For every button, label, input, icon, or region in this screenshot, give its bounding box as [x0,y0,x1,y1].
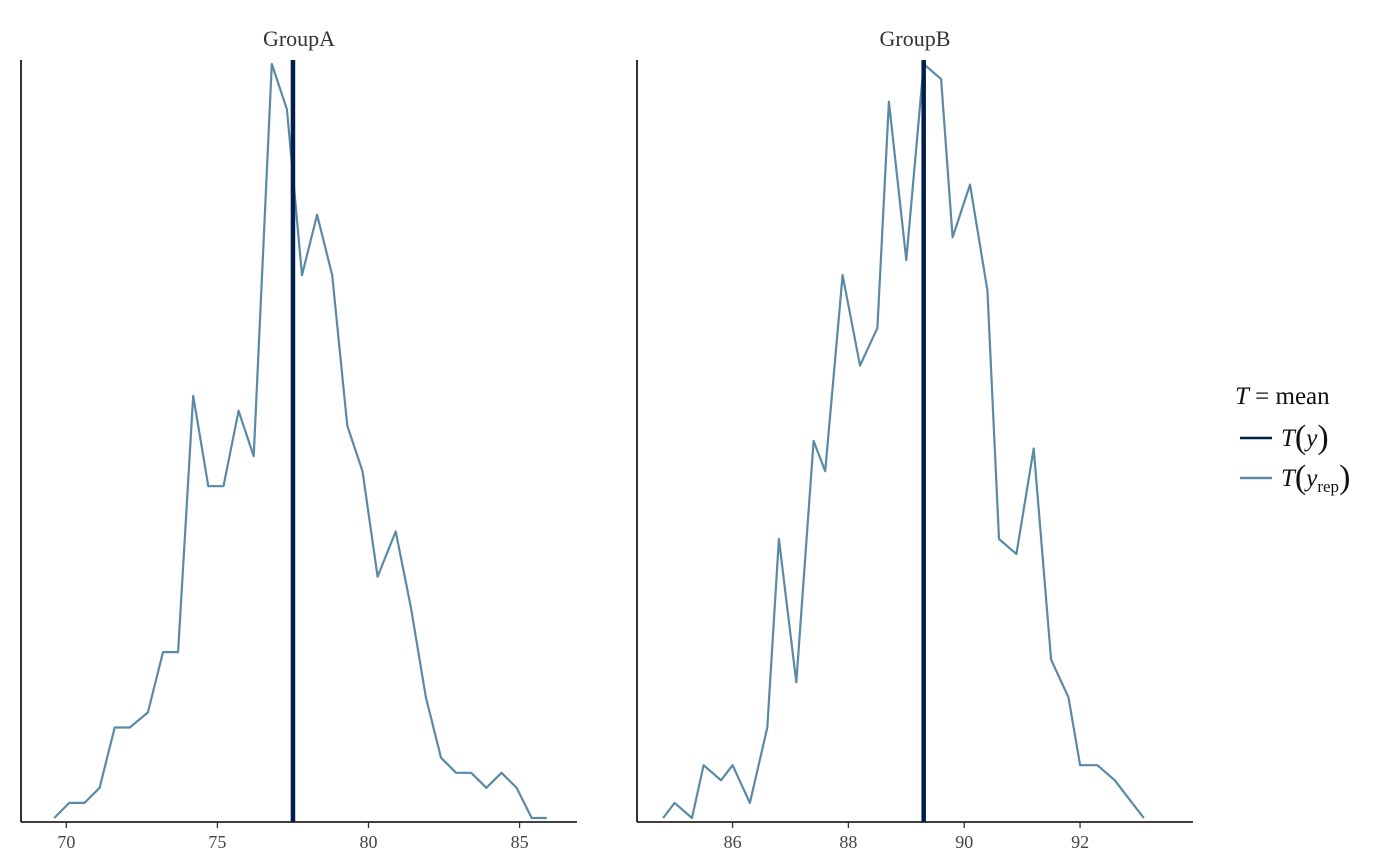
replicated-line-groupa [53,62,547,820]
chart-panels: GroupA 70 75 80 85 GroupB 86 88 90 92 [20,26,1193,852]
x-tick-label-groupb-92: 92 [1071,832,1089,852]
panel-groupb: GroupB 86 88 90 92 [636,26,1193,852]
legend-label-replicated: T(yrep) [1281,459,1350,496]
x-tick-label-groupb-88: 88 [839,832,857,852]
panel-title-groupb: GroupB [880,26,951,51]
x-tick-label-groupa-75: 75 [208,832,226,852]
x-tick-label-groupb-90: 90 [955,832,973,852]
legend-label-observed: T(y) [1281,419,1329,456]
replicated-line-groupb [662,62,1145,820]
legend-title: T = mean [1235,383,1330,410]
panel-title-groupa: GroupA [263,26,335,51]
x-tick-label-groupa-80: 80 [360,832,378,852]
legend: T = mean T(y) T(yrep) [1235,383,1350,496]
panel-groupa: GroupA 70 75 80 85 [20,26,577,852]
x-tick-label-groupa-85: 85 [511,832,529,852]
x-tick-label-groupa-70: 70 [57,832,75,852]
x-tick-label-groupb-86: 86 [724,832,742,852]
